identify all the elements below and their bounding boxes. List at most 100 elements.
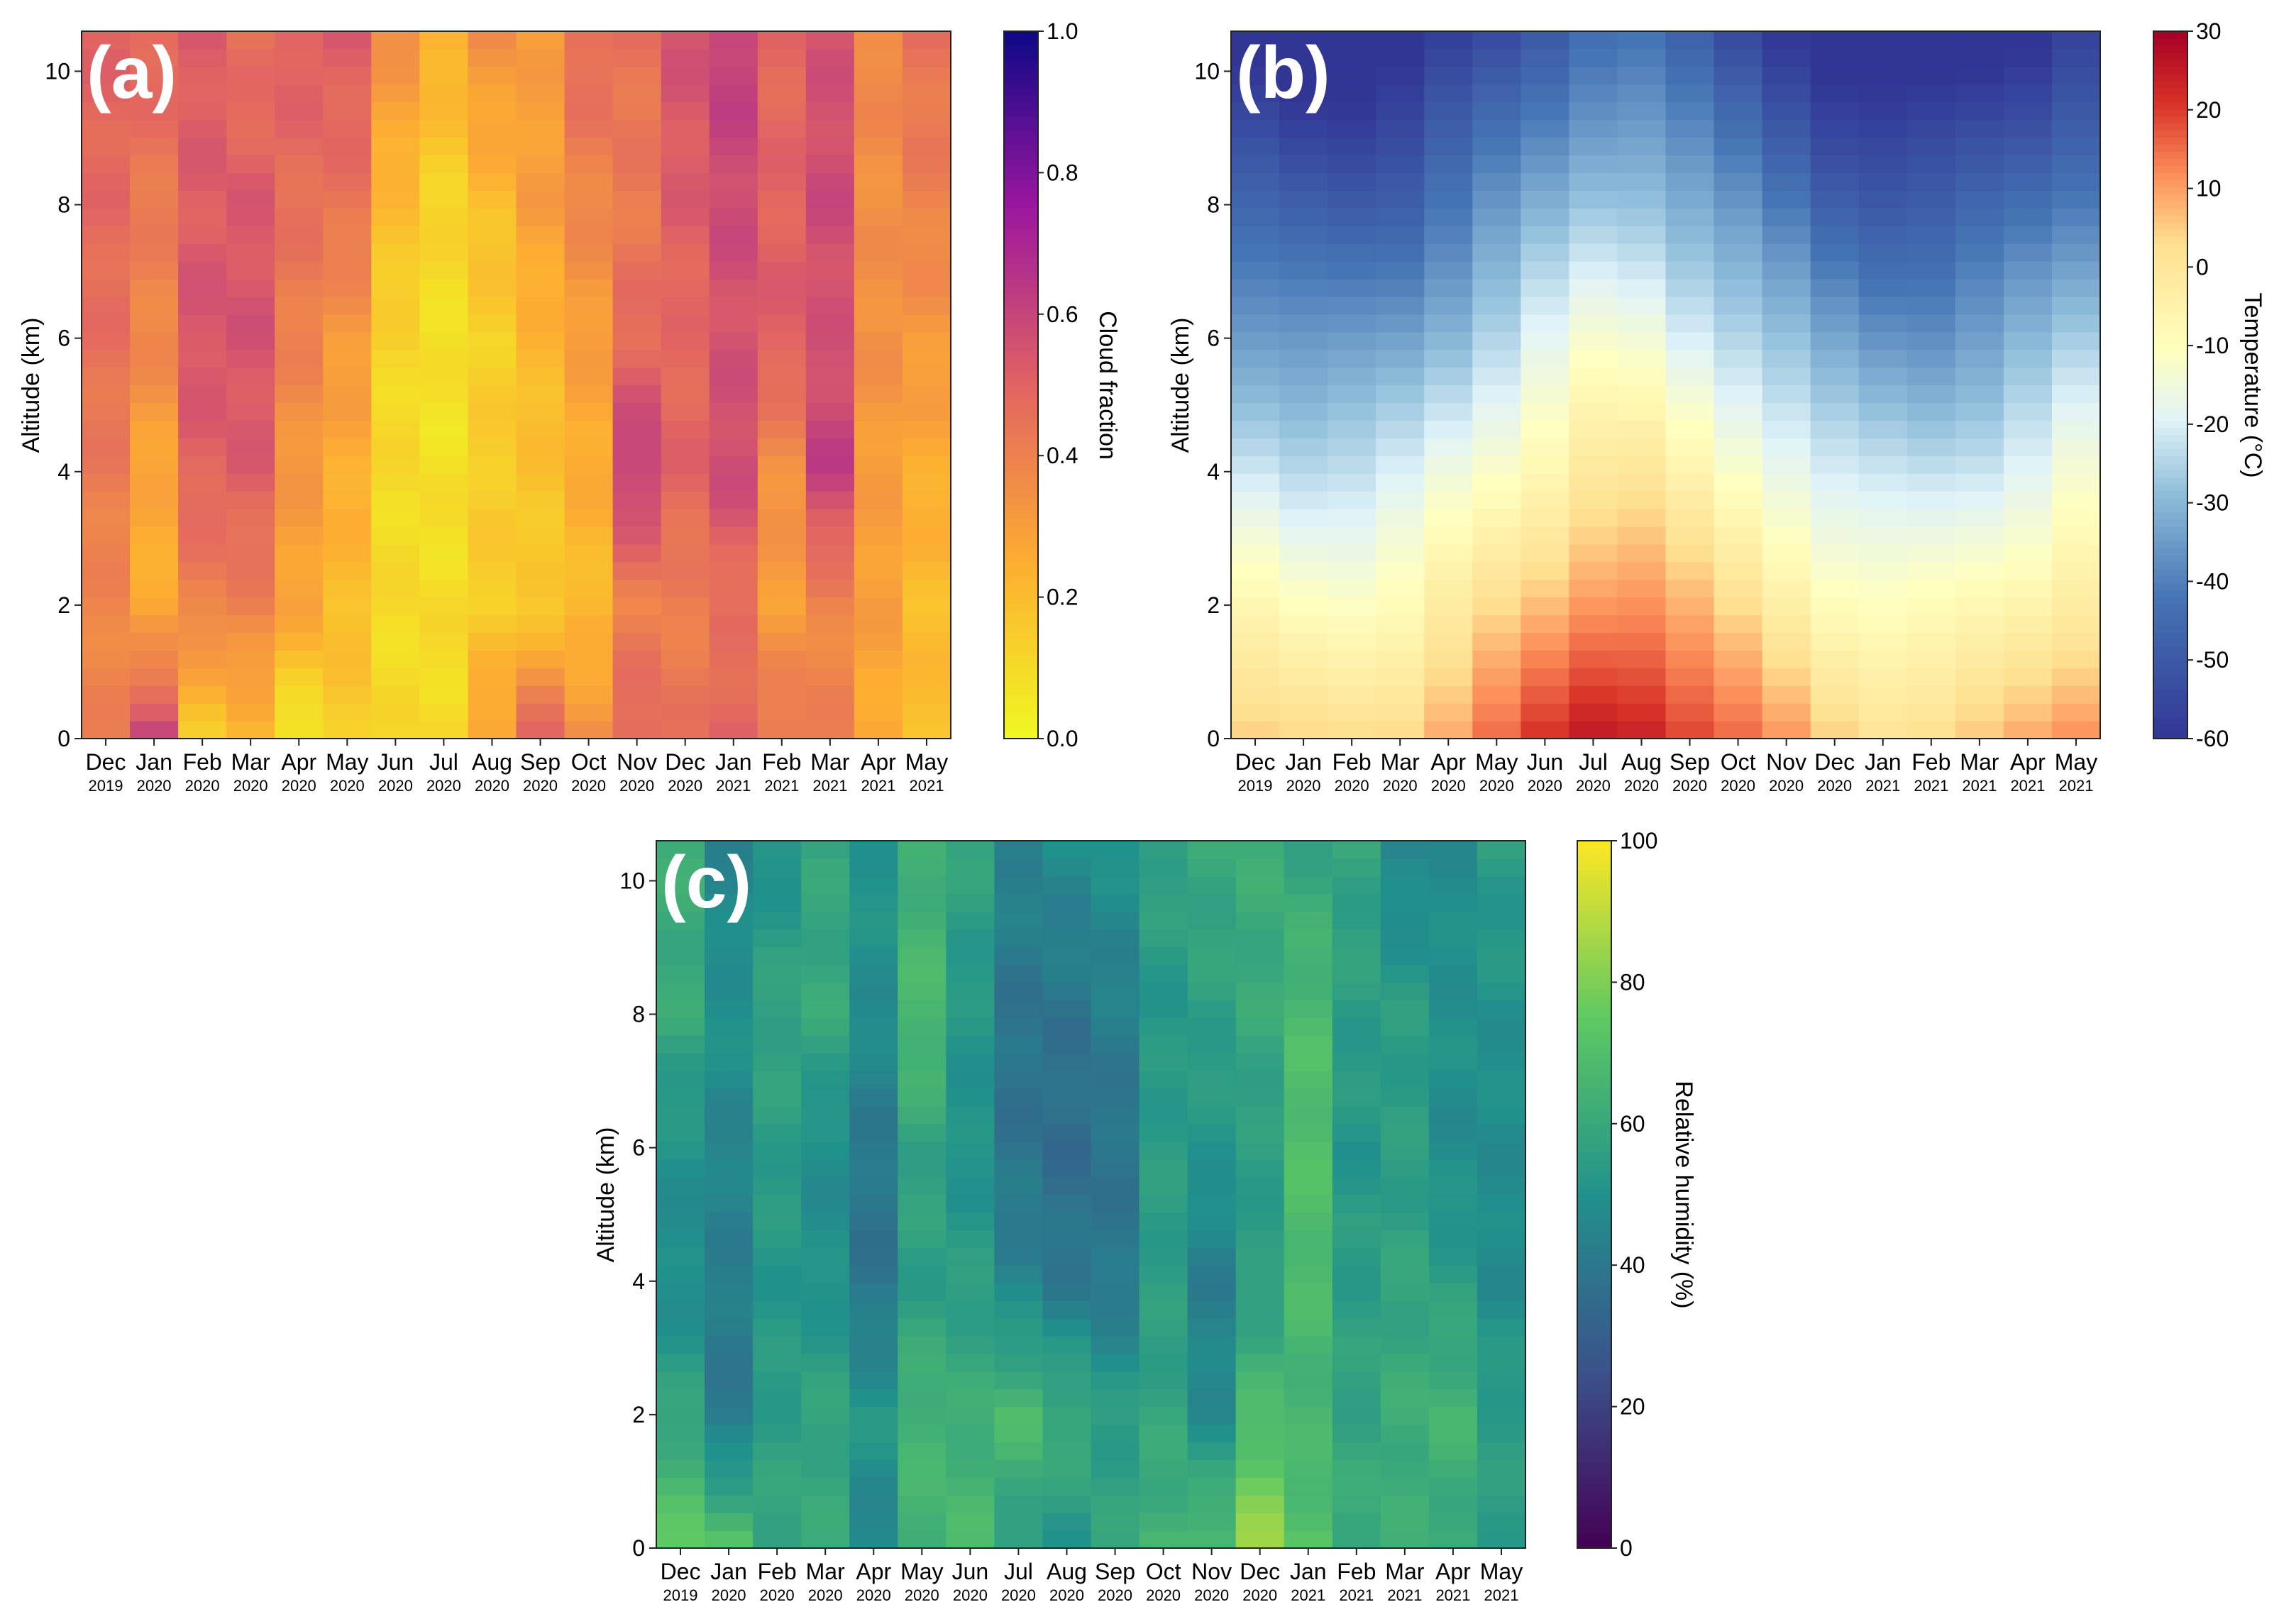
heatmap-cell [1955, 226, 2004, 244]
heatmap-cell [753, 875, 802, 895]
heatmap-cell [1042, 1105, 1092, 1125]
heatmap-cell [1665, 543, 1715, 563]
heatmap-cell [1810, 385, 1860, 404]
heatmap-cell [1428, 946, 1478, 966]
colorbar-segment [1577, 897, 1611, 905]
heatmap-cell [898, 1176, 947, 1195]
heatmap-cell [1906, 226, 1956, 244]
heatmap-cell [2051, 438, 2101, 456]
heatmap-cell [705, 1071, 754, 1089]
heatmap-cell [178, 296, 227, 315]
heatmap-cell [753, 1141, 802, 1160]
heatmap-cell [1279, 208, 1328, 226]
heatmap-cell [801, 1247, 850, 1266]
heatmap-cell [1617, 491, 1667, 509]
heatmap-cell [1477, 911, 1526, 930]
heatmap-cell [1279, 668, 1328, 686]
heatmap-cell [1284, 1283, 1333, 1301]
heatmap-cell [1231, 278, 1280, 297]
heatmap-cell [902, 402, 951, 421]
x-tick-year-label: 2020 [1817, 777, 1852, 795]
heatmap-cell [1139, 1459, 1188, 1478]
heatmap-cell [1810, 331, 1860, 350]
heatmap-cell [178, 473, 227, 492]
heatmap-cell [2051, 508, 2101, 527]
heatmap-cell [226, 473, 275, 492]
heatmap-cell [564, 703, 614, 722]
heatmap-cell [1714, 261, 1763, 280]
heatmap-cell [757, 526, 807, 545]
heatmap-cell [898, 964, 947, 983]
heatmap-cell [1332, 1123, 1381, 1142]
x-tick-month-label: Feb [762, 749, 801, 775]
heatmap-cell [849, 1459, 898, 1478]
heatmap-cell [1858, 331, 1908, 350]
colorbar-segment [1004, 328, 1038, 336]
colorbar-segment [1004, 271, 1038, 280]
colorbar-tick-label: -50 [2196, 647, 2229, 673]
heatmap-cell [2051, 402, 2101, 421]
heatmap-cell [1279, 278, 1328, 297]
heatmap-cell [753, 1371, 802, 1390]
heatmap-cell [1279, 349, 1328, 368]
colorbar-segment [1004, 639, 1038, 647]
colorbar-segment [1004, 533, 1038, 541]
heatmap-cell [1665, 278, 1715, 297]
heatmap-cell [2003, 296, 2053, 315]
panel-a-colorbar: 0.00.20.40.60.81.0 [1003, 18, 1078, 751]
heatmap-cell [902, 261, 951, 280]
colorbar-segment [2153, 52, 2187, 60]
x-tick-month-label: Mar [810, 749, 849, 775]
colorbar-segment [2153, 109, 2187, 117]
heatmap-cell [371, 331, 420, 350]
heatmap-cell [801, 982, 850, 1000]
colorbar-segment [1577, 932, 1611, 941]
heatmap-cell [1665, 31, 1715, 50]
x-tick-year-label: 2020 [905, 1586, 939, 1604]
y-tick-label: 4 [57, 459, 70, 485]
heatmap-cell [1042, 893, 1092, 912]
heatmap-cell [612, 632, 662, 651]
heatmap-cell [1810, 349, 1860, 368]
heatmap-cell [1810, 491, 1860, 509]
heatmap-cell [2051, 190, 2101, 209]
x-tick-month-label: Dec [661, 1559, 701, 1584]
heatmap-cell [564, 508, 614, 527]
heatmap-cell [1042, 1017, 1092, 1036]
heatmap-cell [801, 929, 850, 948]
colorbar-segment [2153, 73, 2187, 82]
x-tick-month-label: Jul [429, 749, 458, 775]
colorbar-tick-label: 30 [2196, 18, 2222, 44]
colorbar-segment [2153, 215, 2187, 223]
heatmap-cell [1955, 508, 2004, 527]
heatmap-cell [1762, 367, 1811, 386]
heatmap-cell [1091, 1176, 1140, 1195]
heatmap-cell [705, 1017, 754, 1036]
heatmap-cell [1380, 1513, 1430, 1531]
heatmap-cell [1665, 438, 1715, 456]
heatmap-cell [2003, 208, 2053, 226]
heatmap-cell [1665, 455, 1715, 474]
colorbar-segment [1577, 1357, 1611, 1365]
heatmap-cell [323, 508, 372, 527]
heatmap-cell [1139, 1088, 1188, 1107]
heatmap-cell [82, 261, 131, 280]
heatmap-cell [661, 101, 710, 121]
heatmap-cell [801, 1495, 850, 1513]
heatmap-cell [1376, 473, 1425, 492]
colorbar-segment [1577, 1081, 1611, 1089]
heatmap-cell [419, 296, 469, 315]
heatmap-cell [1424, 561, 1473, 580]
heatmap-cell [1906, 526, 1956, 545]
heatmap-cell [1955, 526, 2004, 545]
heatmap-cell [612, 296, 662, 315]
heatmap-cell [2051, 721, 2101, 739]
colorbar-segment [2153, 45, 2187, 53]
heatmap-cell [757, 561, 807, 580]
heatmap-cell [1714, 349, 1763, 368]
heatmap-cell [323, 543, 372, 563]
heatmap-cell [323, 243, 372, 262]
heatmap-cell [1521, 278, 1569, 297]
heatmap-cell [946, 1300, 995, 1319]
heatmap-cell [1139, 875, 1188, 895]
